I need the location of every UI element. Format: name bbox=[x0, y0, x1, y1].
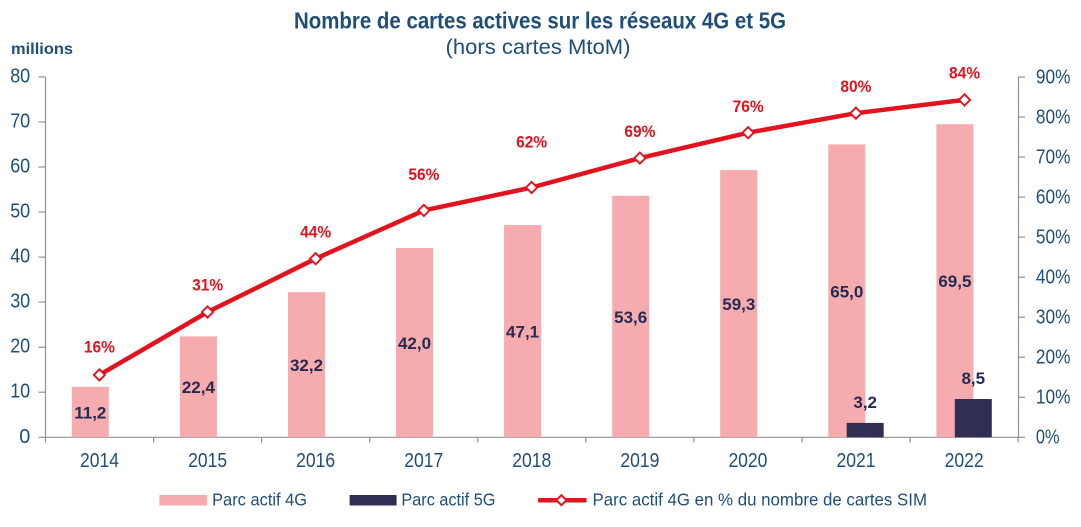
svg-text:2017: 2017 bbox=[404, 450, 443, 472]
svg-text:3,2: 3,2 bbox=[853, 393, 877, 412]
svg-text:40: 40 bbox=[10, 246, 30, 268]
svg-text:16%: 16% bbox=[84, 337, 115, 356]
svg-text:0: 0 bbox=[19, 426, 30, 448]
svg-text:30%: 30% bbox=[1036, 307, 1071, 329]
svg-text:2018: 2018 bbox=[512, 450, 551, 472]
svg-text:90%: 90% bbox=[1036, 66, 1071, 88]
svg-text:Parc actif 4G en % du nombre d: Parc actif 4G en % du nombre de cartes S… bbox=[593, 489, 928, 509]
svg-text:2016: 2016 bbox=[296, 450, 335, 472]
svg-text:31%: 31% bbox=[192, 276, 223, 295]
svg-text:59,3: 59,3 bbox=[722, 295, 755, 314]
svg-text:Nombre de cartes actives sur l: Nombre de cartes actives sur les réseaux… bbox=[294, 8, 786, 34]
svg-text:2019: 2019 bbox=[620, 450, 659, 472]
svg-text:32,2: 32,2 bbox=[290, 356, 323, 375]
svg-text:2020: 2020 bbox=[728, 450, 767, 472]
svg-text:2022: 2022 bbox=[945, 450, 984, 472]
svg-text:(hors cartes MtoM): (hors cartes MtoM) bbox=[446, 36, 631, 59]
svg-text:50: 50 bbox=[10, 201, 30, 223]
svg-text:53,6: 53,6 bbox=[614, 308, 647, 327]
svg-text:22,4: 22,4 bbox=[182, 378, 216, 397]
svg-text:56%: 56% bbox=[408, 165, 439, 184]
svg-text:0%: 0% bbox=[1036, 427, 1060, 449]
svg-text:80%: 80% bbox=[1036, 106, 1071, 128]
svg-text:70%: 70% bbox=[1036, 146, 1071, 168]
svg-text:60%: 60% bbox=[1036, 186, 1071, 208]
svg-text:20%: 20% bbox=[1036, 347, 1071, 369]
svg-text:millions: millions bbox=[11, 41, 73, 58]
svg-text:11,2: 11,2 bbox=[74, 404, 106, 423]
svg-text:69%: 69% bbox=[624, 122, 655, 141]
svg-text:84%: 84% bbox=[949, 64, 980, 83]
svg-text:50%: 50% bbox=[1036, 226, 1071, 248]
svg-text:60: 60 bbox=[10, 156, 30, 178]
svg-text:70: 70 bbox=[10, 110, 30, 132]
svg-text:44%: 44% bbox=[300, 222, 331, 241]
svg-text:2014: 2014 bbox=[80, 450, 119, 472]
svg-text:42,0: 42,0 bbox=[398, 334, 431, 353]
svg-text:10: 10 bbox=[10, 381, 30, 403]
svg-text:8,5: 8,5 bbox=[961, 369, 985, 388]
svg-text:76%: 76% bbox=[733, 97, 764, 116]
svg-text:47,1: 47,1 bbox=[506, 323, 539, 342]
svg-text:80: 80 bbox=[10, 65, 30, 87]
svg-text:69,5: 69,5 bbox=[938, 272, 971, 291]
svg-text:2021: 2021 bbox=[837, 450, 876, 472]
svg-text:80%: 80% bbox=[840, 77, 871, 96]
svg-text:10%: 10% bbox=[1036, 387, 1071, 409]
svg-text:20: 20 bbox=[10, 336, 30, 358]
svg-text:2015: 2015 bbox=[188, 450, 227, 472]
svg-text:40%: 40% bbox=[1036, 267, 1071, 289]
svg-text:Parc actif 5G: Parc actif 5G bbox=[401, 489, 495, 509]
svg-text:30: 30 bbox=[10, 291, 30, 313]
svg-text:62%: 62% bbox=[516, 132, 547, 151]
svg-text:Parc actif 4G: Parc actif 4G bbox=[212, 489, 307, 509]
svg-text:65,0: 65,0 bbox=[830, 282, 863, 301]
